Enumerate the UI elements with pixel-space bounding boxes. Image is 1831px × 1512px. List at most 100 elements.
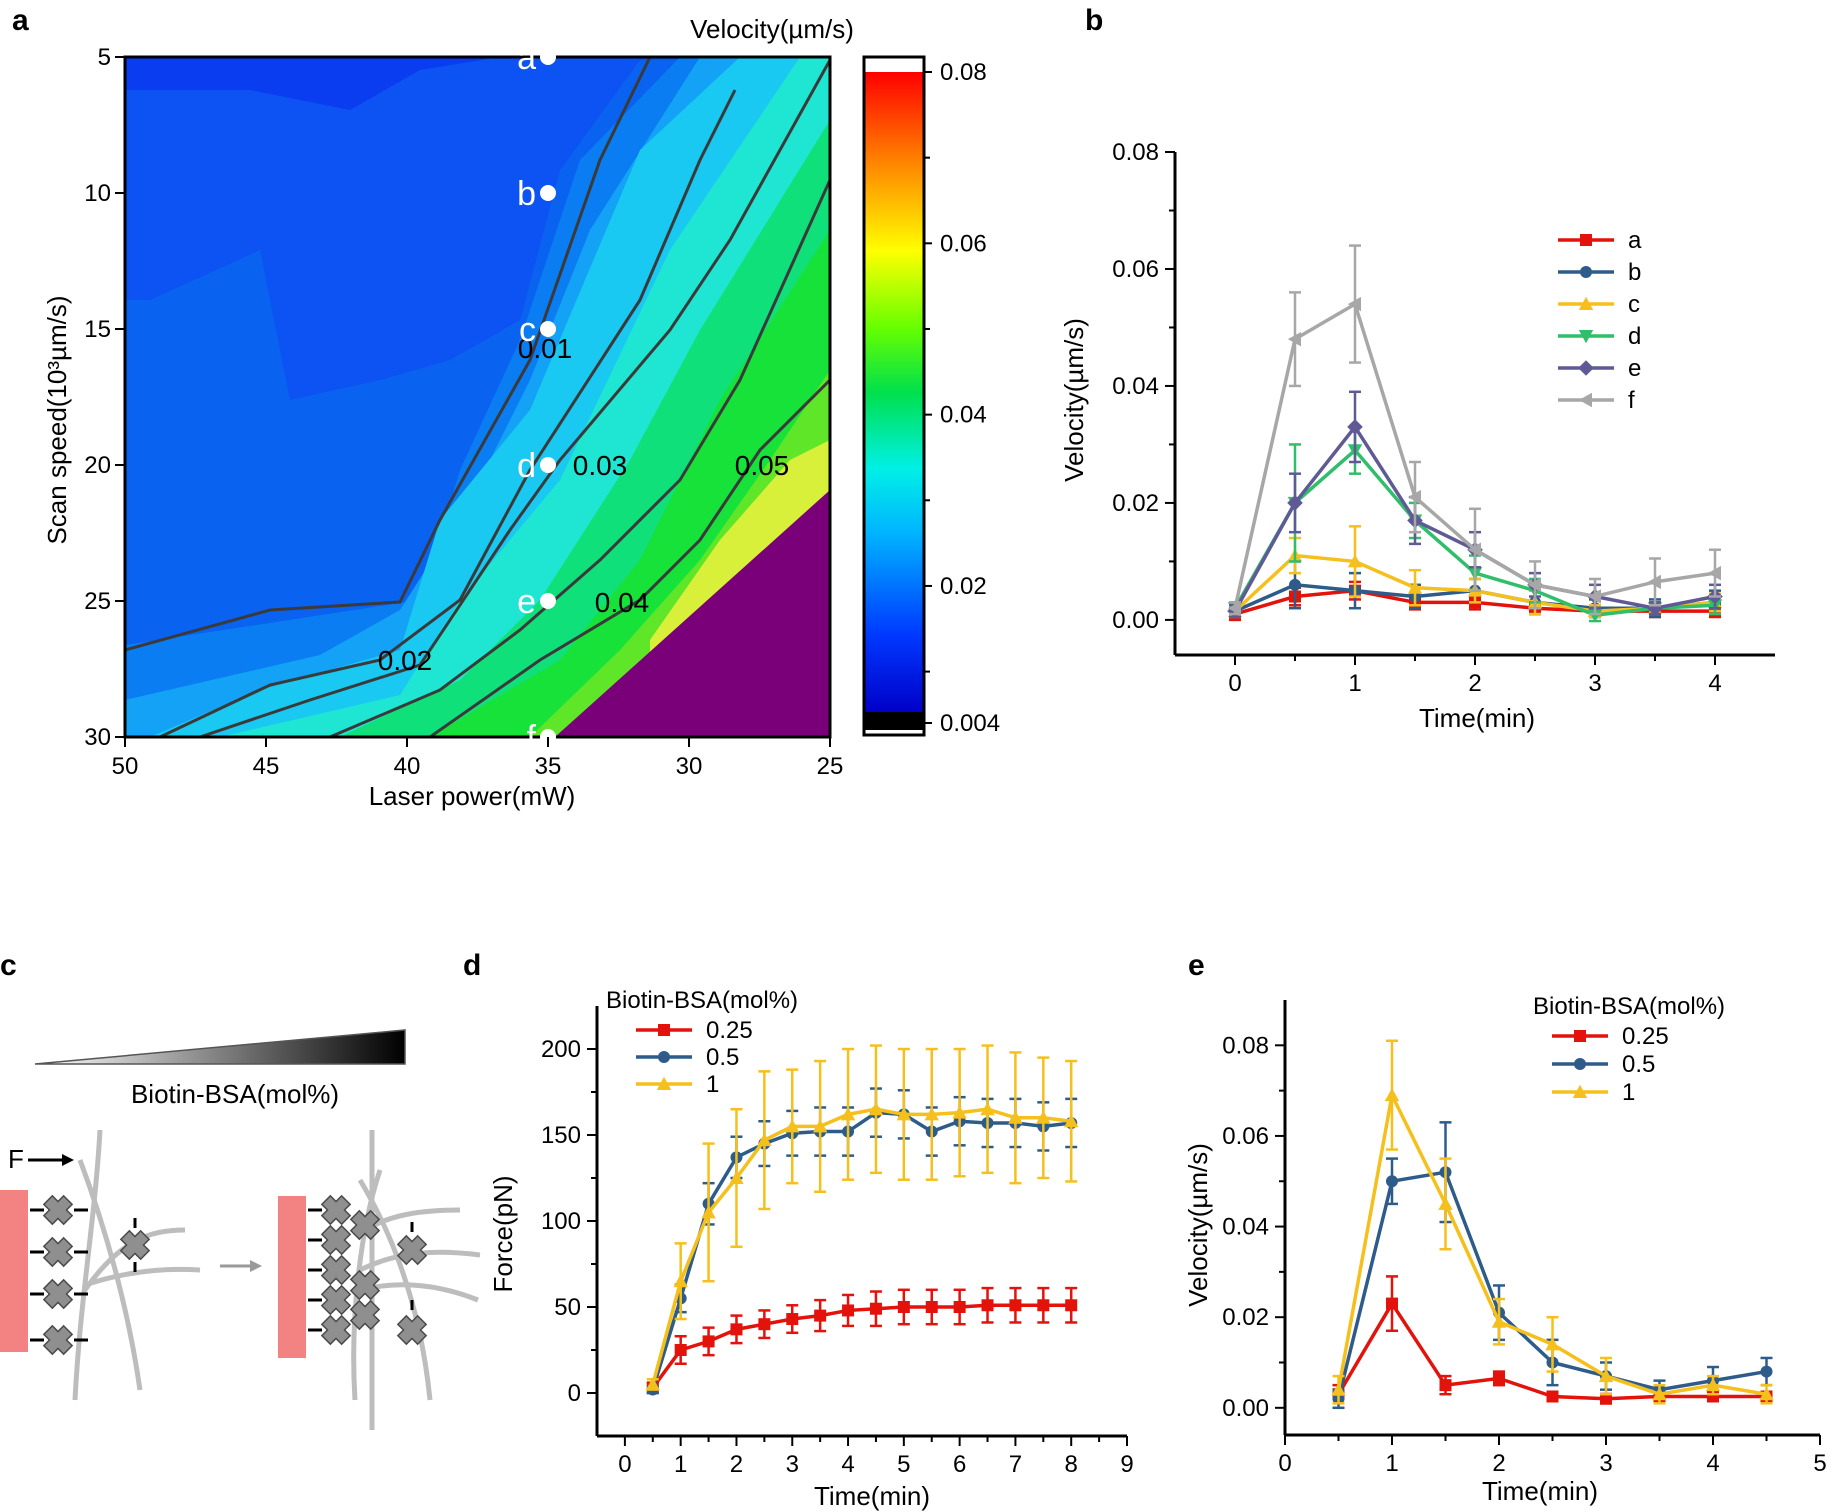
data-point	[1287, 331, 1301, 347]
data-point	[869, 1302, 882, 1315]
colorbar-frame	[862, 55, 926, 737]
point-label-b: b	[517, 175, 536, 213]
x-tick-label: 1	[674, 1451, 687, 1478]
panel-e-y-axis-title: Velocity(µm/s)	[1183, 1143, 1213, 1307]
point-label-f: f	[527, 719, 537, 757]
x-tick-label: 2	[730, 1451, 743, 1478]
contour-label-0.05: 0.05	[735, 450, 790, 481]
y-tick-label: 20	[84, 452, 111, 479]
data-point	[1760, 1365, 1773, 1378]
contour-label-0.03: 0.03	[573, 450, 628, 481]
panel-a-heatmap: a 0.01 0.02 0.	[12, 4, 1000, 811]
y-tick-label: 10	[84, 180, 111, 207]
data-point	[1331, 1382, 1346, 1396]
x-tick-label: 4	[1706, 1450, 1719, 1477]
y-tick-label: 0.08	[1112, 139, 1159, 166]
x-tick-label: 6	[953, 1451, 966, 1478]
x-tick-label: 0	[1278, 1450, 1291, 1477]
data-point	[1064, 1114, 1079, 1128]
data-point	[1407, 489, 1421, 505]
x-tick-label: 2	[1468, 670, 1481, 697]
legend-marker	[658, 1024, 670, 1036]
data-point	[1647, 574, 1661, 590]
y-tick-label: 0	[568, 1380, 581, 1407]
point-a	[540, 49, 556, 65]
y-tick-label: 50	[554, 1294, 581, 1321]
contour-label-0.04: 0.04	[595, 587, 650, 618]
colorbar-top-cap	[864, 64, 924, 74]
panel-e-plot: 0 1 2 3 4 50.000.020.040.060.08 0.250.51	[1222, 1000, 1827, 1477]
data-point	[1008, 1110, 1023, 1124]
legend-label: 0.5	[706, 1044, 739, 1071]
y-tick-label: 15	[84, 316, 111, 343]
panel-a-label: a	[12, 4, 29, 37]
data-point	[1598, 1368, 1614, 1383]
colorbar-gradient	[864, 72, 924, 712]
colorbar-tick-label: 0.08	[940, 59, 987, 86]
panel-e-label: e	[1188, 949, 1205, 982]
panel-d-y-axis-title: Force(pN)	[488, 1175, 518, 1292]
data-point	[1545, 1337, 1560, 1351]
x-tick-label: 1	[1385, 1450, 1398, 1477]
legend-label: c	[1628, 291, 1640, 318]
y-tick-label: 0.02	[1222, 1304, 1269, 1331]
x-axis-title: Laser power(mW)	[369, 781, 576, 811]
data-point	[674, 1344, 687, 1356]
legend-label: b	[1628, 259, 1641, 286]
data-point	[1467, 542, 1481, 557]
series-line	[651, 1110, 1072, 1391]
x-tick-label: 2	[1492, 1450, 1505, 1477]
data-point	[758, 1318, 771, 1331]
transition-arrow-head	[250, 1260, 262, 1272]
legend-label: a	[1628, 227, 1642, 254]
colorbar-ticks: 0.08 0.06 0.04 0.02 0.004	[924, 59, 1000, 737]
panel-e-chart: e 0 1 2 3 4 50.000.020.040.060.08 0.250.51 Tim…	[1183, 949, 1827, 1506]
x-tick-label: 3	[786, 1451, 799, 1478]
legend-label: 0.5	[1622, 1051, 1655, 1078]
point-b	[540, 185, 556, 201]
data-point	[1491, 1314, 1507, 1328]
panel-d-legend-title: Biotin-BSA(mol%)	[606, 987, 798, 1014]
data-point	[729, 1170, 744, 1184]
point-c	[540, 321, 556, 337]
series-1	[1331, 1039, 1774, 1405]
data-point	[645, 1377, 660, 1391]
data-point	[924, 1107, 939, 1121]
data-point	[1347, 296, 1361, 312]
legend-marker	[1580, 234, 1592, 246]
data-point	[1759, 1387, 1774, 1401]
data-point	[1037, 1299, 1050, 1312]
colorbar-tick-label: 0.06	[940, 230, 987, 257]
y-axis-title: Scan speed(10³µm/s)	[42, 295, 72, 544]
contour-label-0.02: 0.02	[378, 645, 433, 676]
colorbar-tick-label: 0.02	[940, 573, 987, 600]
legend-marker	[658, 1051, 670, 1063]
panel-e-x-axis-title: Time(min)	[1482, 1476, 1598, 1506]
data-point	[1065, 1299, 1078, 1312]
data-point	[786, 1313, 799, 1326]
data-point	[1600, 1392, 1612, 1405]
legend-marker	[1578, 330, 1594, 344]
data-point	[868, 1102, 884, 1116]
data-point	[1587, 609, 1603, 623]
panel-d-x-axis-title: Time(min)	[814, 1481, 930, 1511]
data-point	[1527, 577, 1541, 593]
x-tick-label: 50	[112, 753, 139, 780]
data-point	[1384, 1087, 1400, 1102]
data-point	[1287, 495, 1303, 511]
point-e	[540, 593, 556, 609]
wall-right	[278, 1196, 306, 1358]
y-tick-label: 200	[541, 1036, 581, 1063]
data-point	[925, 1301, 938, 1313]
y-tick-label: 30	[84, 724, 111, 751]
panel-b-y-axis-title: Velocity(µm/s)	[1059, 318, 1089, 482]
point-label-a: a	[517, 39, 536, 77]
legend-marker	[1578, 392, 1592, 408]
x-tick-label: 1	[1348, 670, 1361, 697]
data-point	[1705, 1377, 1721, 1392]
y-tick-label: 100	[541, 1208, 581, 1235]
panel-e-legend-title: Biotin-BSA(mol%)	[1533, 993, 1725, 1020]
